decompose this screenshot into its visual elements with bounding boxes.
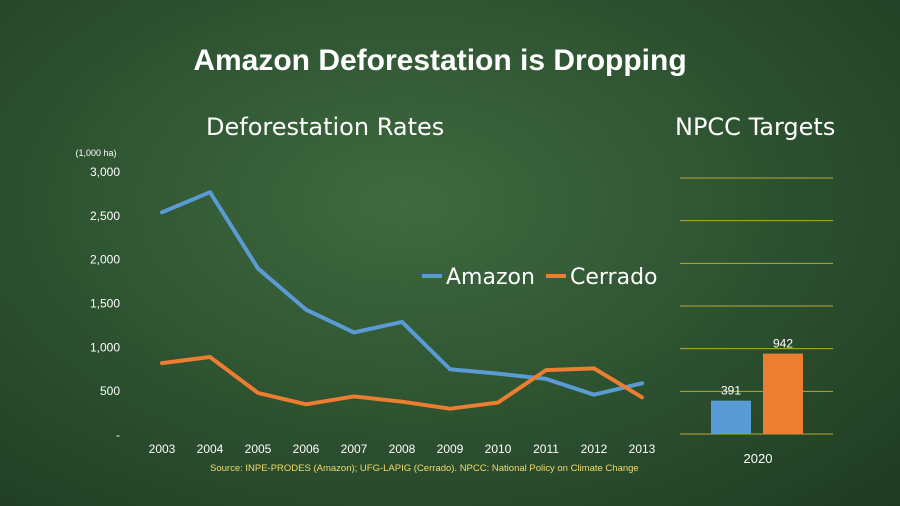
x-tick-label: 2010 bbox=[485, 442, 512, 456]
y-tick-label: 1,500 bbox=[90, 297, 120, 311]
x-tick-label: 2007 bbox=[341, 442, 368, 456]
series-line-cerrado bbox=[160, 354, 644, 411]
y-tick-label: - bbox=[116, 428, 120, 442]
x-tick-label: 2013 bbox=[629, 442, 656, 456]
x-tick-label: 2005 bbox=[245, 442, 272, 456]
line-chart-title: Deforestation Rates bbox=[206, 113, 445, 141]
y-unit-label: (1,000 ha) bbox=[75, 148, 116, 158]
bar-data-label: 942 bbox=[773, 337, 793, 351]
legend-label-amazon: Amazon bbox=[446, 265, 535, 290]
y-tick-label: 500 bbox=[100, 384, 120, 398]
y-tick-label: 2,000 bbox=[90, 253, 120, 267]
legend-label-cerrado: Cerrado bbox=[570, 265, 658, 290]
bar-cerrado bbox=[763, 353, 803, 434]
bar-chart-title: NPCC Targets bbox=[675, 113, 836, 141]
x-tick-label: 2003 bbox=[149, 442, 176, 456]
x-tick-label: 2008 bbox=[389, 442, 416, 456]
x-tick-label: 2011 bbox=[533, 442, 559, 456]
page-title: Amazon Deforestation is Dropping bbox=[193, 44, 687, 77]
y-tick-label: 3,000 bbox=[90, 165, 120, 179]
x-tick-label: 2009 bbox=[437, 442, 464, 456]
source-note: Source: INPE-PRODES (Amazon); UFG-LAPIG … bbox=[210, 463, 639, 474]
bar-data-label: 391 bbox=[721, 384, 741, 398]
bar-amazon bbox=[711, 400, 751, 434]
legend: Amazon Cerrado bbox=[422, 265, 658, 290]
y-tick-label: 1,000 bbox=[90, 340, 120, 354]
x-tick-label: 2006 bbox=[293, 442, 320, 456]
series-line-amazon bbox=[160, 190, 644, 397]
bar-category-label: 2020 bbox=[744, 451, 773, 466]
x-tick-label: 2004 bbox=[197, 442, 224, 456]
y-tick-label: 2,500 bbox=[90, 209, 120, 223]
x-tick-label: 2012 bbox=[581, 442, 608, 456]
